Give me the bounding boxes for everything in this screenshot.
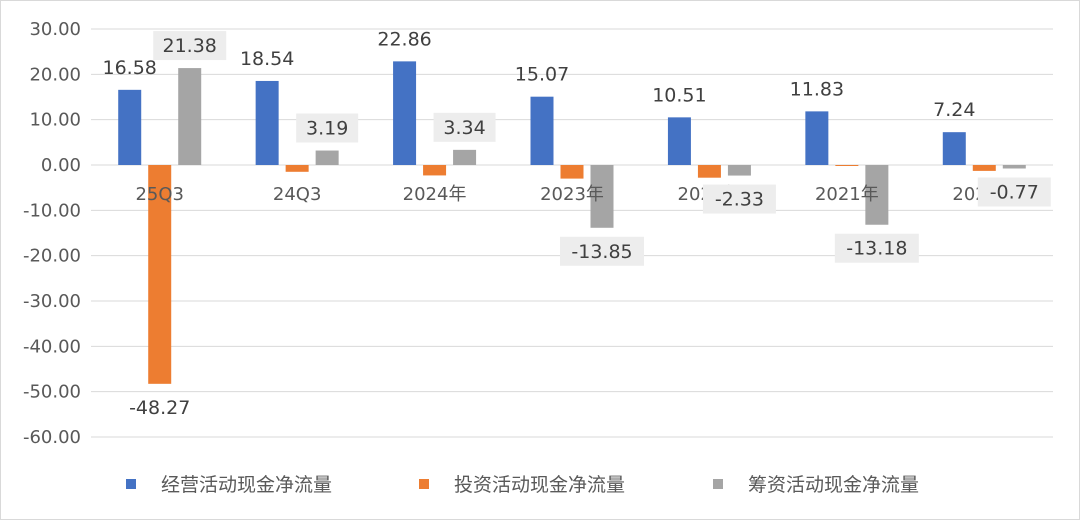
data-label-bg [153,31,227,61]
bar-1-2023年 [530,96,554,165]
bar-1-2021年 [805,111,829,165]
data-label-group: 7.24 [933,99,975,121]
data-label: 3.19 [306,118,348,140]
y-tick-label: -50.00 [23,382,81,403]
bar-3-2021年 [865,165,889,225]
data-label: 18.54 [240,48,294,70]
bar-3-24Q3 [315,150,339,165]
bar-2-25Q3 [148,165,172,384]
data-label-group: 3.19 [296,113,359,143]
y-tick-label: -60.00 [23,427,81,448]
data-label: -48.27 [129,397,190,419]
data-label-group: 3.34 [433,112,496,142]
x-tick-label: 24Q3 [273,184,322,205]
bar-2-2023年 [560,165,584,179]
bar-2-2020年 [972,165,996,171]
x-tick-label: 2024年 [403,184,467,205]
bar-1-2024年 [393,61,417,166]
bar-1-25Q3 [118,89,142,165]
data-label: 22.86 [377,28,431,50]
data-label: 3.34 [443,117,485,139]
y-tick-label: -40.00 [23,336,81,357]
data-label: 16.58 [103,57,157,79]
data-label-group: -13.18 [834,233,919,263]
legend-label: 投资活动现金净流量 [454,474,625,496]
bar-3-2020年 [1002,165,1026,169]
bar-1-2020年 [942,132,966,165]
data-label-group: -2.33 [702,184,776,214]
bar-2-24Q3 [285,165,309,172]
legend-swatch [126,479,136,489]
data-label-group: 10.51 [652,84,706,106]
data-label-bg [977,177,1051,207]
data-label: 21.38 [163,35,217,57]
bar-1-24Q3 [255,80,279,165]
x-tick-label: 25Q3 [135,184,184,205]
y-tick-label: 20.00 [29,64,81,85]
bar-3-2024年 [453,149,477,165]
legend-swatch [713,479,723,489]
data-label-group: 16.58 [103,57,157,79]
data-label-group: 15.07 [515,64,569,86]
legend-swatch [419,479,429,489]
y-tick-label: -20.00 [23,246,81,267]
data-label-bg [433,112,496,142]
bar-3-2023年 [590,165,614,228]
data-label-group: 18.54 [240,48,294,70]
bar-2-2024年 [423,165,447,176]
bar-2-2022年 [697,165,721,178]
data-label: 7.24 [933,99,975,121]
data-label: -2.33 [715,189,764,211]
y-tick-label: -30.00 [23,291,81,312]
legend-label: 经营活动现金净流量 [161,474,332,496]
data-label-bg [296,113,359,143]
data-label: -13.18 [846,238,907,260]
x-tick-label: 2021年 [815,184,879,205]
bar-2-2021年 [835,165,859,166]
y-tick-label: -10.00 [23,200,81,221]
y-tick-label: 10.00 [29,110,81,131]
data-label-bg [560,236,644,266]
data-label: 15.07 [515,64,569,86]
y-tick-label: 0.00 [41,155,81,176]
data-label-group: -13.85 [560,236,644,266]
bar-1-2022年 [667,117,691,165]
data-label: -0.77 [990,181,1039,203]
data-label-group: -0.77 [977,177,1051,207]
bar-3-2022年 [727,165,751,176]
y-tick-label: 30.00 [29,19,81,40]
data-label: 11.83 [790,78,844,100]
data-label: 10.51 [652,84,706,106]
data-label-group: 11.83 [790,78,844,100]
bar-3-25Q3 [178,68,202,165]
legend-label: 筹资活动现金净流量 [748,474,919,496]
data-label-bg [834,233,919,263]
x-tick-label: 2023年 [540,184,604,205]
data-label-bg [702,184,776,214]
data-label-group: -48.27 [129,397,190,419]
data-label-group: 21.38 [153,31,227,61]
data-label-group: 22.86 [377,28,431,50]
data-label: -13.85 [571,241,632,263]
